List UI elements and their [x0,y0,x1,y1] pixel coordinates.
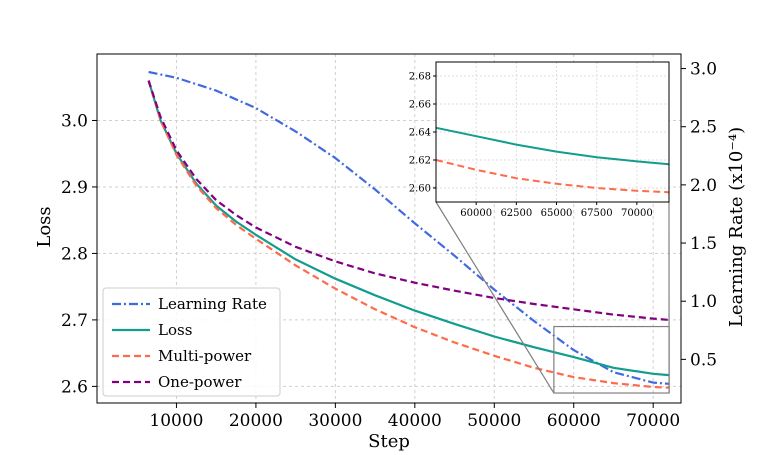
x-tick-label: 70000 [626,411,680,431]
inset-series [435,126,670,194]
inset-y-tick-label: 2.62 [409,156,431,167]
legend-label-loss: Loss [158,321,192,339]
inset-series-line-multi-power [435,159,670,194]
inset-x-tick-label: 65000 [541,208,573,219]
x-axis-label: Step [368,431,410,452]
y-tick-label: 3.0 [61,111,88,131]
series-line-loss [147,80,670,377]
zoom-connector-left [435,201,555,394]
x-tick-label: 20000 [229,411,283,431]
y-ticks-right: 0.5 1.0 1.5 2.0 2.5 3.0 [681,60,717,370]
y-tick-label: 2.8 [61,244,88,264]
series-line-one-power [147,80,670,321]
x-tick-label: 50000 [467,411,521,431]
y-ticks: 2.6 2.7 2.8 2.9 3.0 [61,111,97,397]
plot-frame [96,53,682,404]
y-tick-label: 2.7 [61,311,88,331]
inset-x-tick-label: 67500 [581,208,613,219]
x-tick-label: 10000 [149,411,203,431]
legend: Learning Rate Loss Multi-power One-power [102,287,281,397]
inset-chart: 60000 62500 65000 67500 70000 2.602.622.642.… [409,61,670,219]
legend-box [102,287,281,397]
y-axis-label: Loss [34,206,55,247]
legend-label-multi-power: Multi-power [158,347,252,365]
y-right-tick-label: 3.0 [690,60,717,80]
x-ticks: 10000 20000 30000 40000 50000 60000 70000 [149,403,680,431]
y-right-tick-label: 2.0 [690,176,717,196]
inset-x-tick-label: 62500 [500,208,532,219]
y-tick-label: 2.6 [61,377,88,397]
inset-grid [436,62,669,202]
inset-y-tick-label: 2.64 [409,128,431,139]
inset-y-tick-label: 2.66 [409,100,431,111]
inset-series-line-loss [435,126,670,166]
x-tick-label: 30000 [308,411,362,431]
y-right-tick-label: 1.5 [690,234,717,254]
x-tick-label: 40000 [388,411,442,431]
legend-label-one-power: One-power [158,373,242,391]
inset-x-tick-label: 60000 [460,208,492,219]
x-tick-label: 60000 [547,411,601,431]
y-right-tick-label: 2.5 [690,118,717,138]
inset-y-ticks: 2.60 2.62 2.64 2.66 2.68 [409,72,436,195]
inset-y-tick-label: 2.60 [409,184,431,195]
series-layer [147,70,670,389]
y-tick-label: 2.9 [61,178,88,198]
legend-label-learning-rate: Learning Rate [158,295,267,313]
series-line-multi-power [147,80,670,389]
inset-x-ticks: 60000 62500 65000 67500 70000 [460,202,653,219]
y-axis-right-label: Learning Rate (x10⁻⁴) [726,127,747,327]
y-right-tick-label: 1.0 [690,292,717,312]
y-right-tick-label: 0.5 [690,350,717,370]
inset-x-tick-label: 70000 [621,208,653,219]
inset-y-tick-label: 2.68 [409,72,431,83]
zoom-indicator [435,201,670,394]
